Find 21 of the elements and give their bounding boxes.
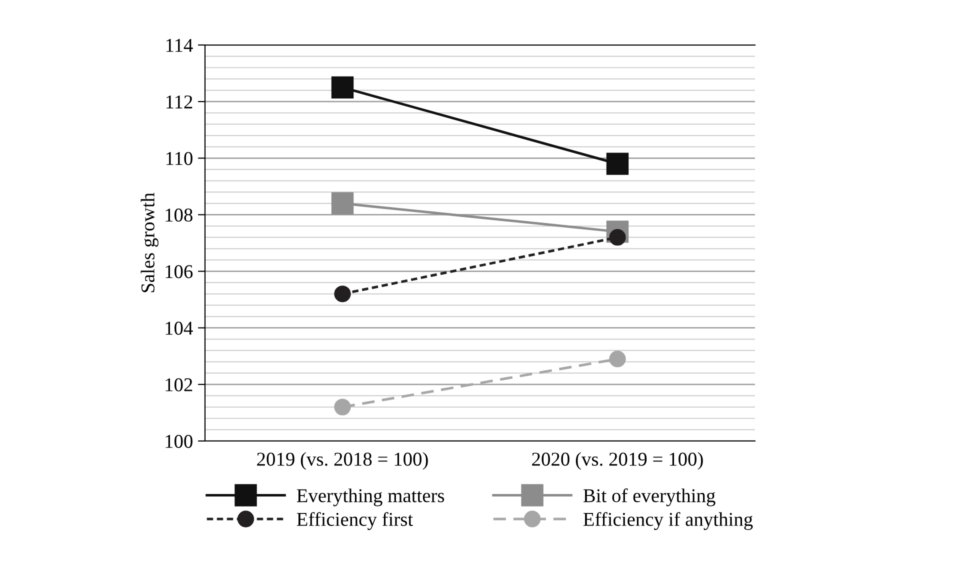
y-tick-label: 112: [166, 95, 192, 108]
x-tick-label: 2019 (vs. 2018 = 100): [257, 452, 428, 470]
point: [331, 192, 354, 215]
legend-label: Bit of everything: [583, 488, 716, 506]
y-axis-title: Sales growth: [140, 192, 158, 292]
legend-label: Efficiency if anything: [583, 512, 753, 530]
legend-label: Efficiency first: [296, 512, 414, 530]
y-tick-label: 114: [166, 38, 193, 52]
x-tick-label: 2020 (vs. 2019 = 100): [532, 452, 703, 470]
legend-label: Everything matters: [296, 488, 444, 506]
point: [331, 76, 354, 99]
point: [334, 286, 351, 302]
y-tick-label: 108: [166, 208, 192, 222]
y-tick-label: 110: [166, 152, 192, 166]
y-tick-label: 100: [166, 434, 192, 448]
point: [609, 350, 626, 368]
y-tick-label: 104: [166, 322, 193, 335]
y-tick-label: 102: [166, 378, 192, 392]
y-tick-label: 106: [166, 265, 193, 278]
point: [334, 398, 351, 416]
point: [606, 152, 629, 175]
